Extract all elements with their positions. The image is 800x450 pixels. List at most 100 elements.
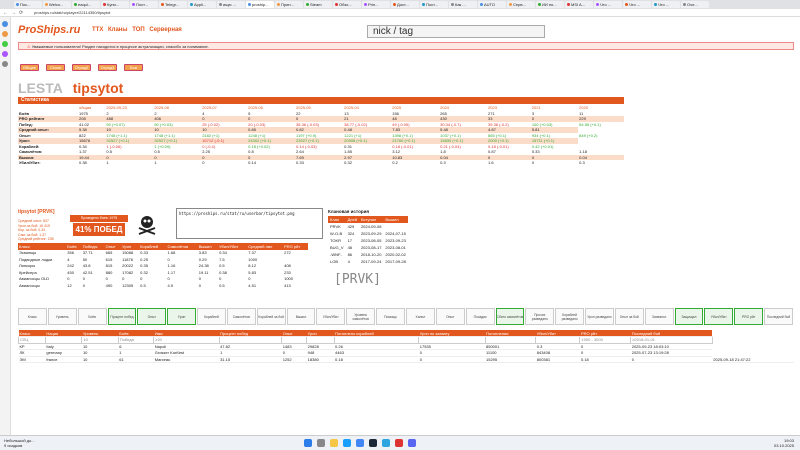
- address-bar[interactable]: proships.ru/stat/ru/player/22114350/tips…: [0, 9, 800, 17]
- browser-tab[interactable]: eaqui...: [72, 1, 100, 8]
- mode-button[interactable]: Отряд3: [98, 64, 117, 71]
- mode-button[interactable]: Сезон: [46, 64, 65, 71]
- discord-icon[interactable]: [408, 439, 416, 447]
- column-filter-toggle[interactable]: Выжил: [286, 308, 316, 325]
- system-clock[interactable]: 19:03 03.10.2025: [774, 438, 794, 448]
- column-filter-toggle[interactable]: Урон разведано: [585, 308, 614, 325]
- browser-tab[interactable]: Что ...: [623, 1, 651, 8]
- ships-filter-input[interactable]: 10: [81, 336, 119, 344]
- userbar-url-field[interactable]: https://proships.ru/stat/ru/userbar/tips…: [176, 208, 323, 239]
- clan-header[interactable]: Клан: [328, 216, 346, 223]
- browser-tab[interactable]: Оче...: [681, 1, 709, 8]
- search-input[interactable]: nick / tag: [367, 25, 545, 38]
- sidebar-app-icon[interactable]: [2, 31, 8, 37]
- ships-filter-input[interactable]: ≥2018-01-01: [630, 336, 713, 344]
- column-filter-toggle[interactable]: Самолётов: [226, 308, 256, 325]
- class-header[interactable]: Кораблей: [139, 243, 167, 250]
- class-header[interactable]: PRO рйт: [283, 243, 308, 250]
- column-filter-toggle[interactable]: Сбито самолётов: [495, 308, 525, 325]
- explorer-icon[interactable]: [330, 439, 338, 447]
- weather-widget[interactable]: Небольшой до... 9 осадков: [4, 438, 35, 448]
- browser-tab[interactable]: Пост...: [130, 1, 158, 8]
- clan-header[interactable]: Вступил: [358, 216, 384, 223]
- browser-tab[interactable]: Дост...: [391, 1, 419, 8]
- class-header[interactable]: Убил/Убит: [218, 243, 248, 250]
- class-header[interactable]: Средний лвл: [247, 243, 284, 250]
- class-header[interactable]: Урон: [121, 243, 140, 250]
- column-filter-toggle[interactable]: Прочих разведано: [525, 308, 555, 325]
- sidebar-app-icon[interactable]: [2, 21, 8, 27]
- browser-tab[interactable]: Прин...: [275, 1, 303, 8]
- steam-icon[interactable]: [369, 439, 377, 447]
- browser-tab[interactable]: Пост...: [420, 1, 448, 8]
- browser-tab[interactable]: proship...: [246, 1, 274, 8]
- browser-tab[interactable]: Пос...: [14, 1, 42, 8]
- column-filter-toggle[interactable]: Защищал: [674, 308, 704, 325]
- column-filter-toggle[interactable]: PRO рйт: [734, 308, 764, 325]
- class-header[interactable]: Боёв: [66, 243, 82, 250]
- column-filter-toggle[interactable]: Кораблей разведано: [555, 308, 585, 325]
- column-filter-toggle[interactable]: Кораблей: [197, 308, 226, 325]
- column-filter-toggle[interactable]: Кораблей за бой: [256, 308, 286, 325]
- edge-icon[interactable]: [343, 439, 351, 447]
- column-filter-toggle[interactable]: Убил/Убит: [316, 308, 346, 325]
- ships-filter-input[interactable]: [535, 336, 581, 344]
- column-filter-toggle[interactable]: Опыт: [435, 308, 465, 325]
- column-filter-toggle[interactable]: Захватил: [644, 308, 674, 325]
- class-header[interactable]: Самолётов: [166, 243, 198, 250]
- mode-button[interactable]: Бои: [124, 64, 143, 71]
- browser-tab[interactable]: Обзо...: [333, 1, 361, 8]
- column-filter-toggle[interactable]: Уровень самолётов: [346, 308, 376, 325]
- column-filter-toggle[interactable]: Процент побед: [107, 308, 137, 325]
- mode-button[interactable]: Отряд2: [72, 64, 91, 71]
- clan-header[interactable]: Вышел: [383, 216, 408, 223]
- column-filter-toggle[interactable]: Уровень: [47, 308, 77, 325]
- browser-tab[interactable]: Telegr...: [159, 1, 187, 8]
- ships-filter-input[interactable]: ≥20: [153, 336, 220, 344]
- start-icon[interactable]: [304, 439, 312, 447]
- column-filter-toggle[interactable]: Класс: [18, 308, 47, 325]
- column-filter-toggle[interactable]: Последний бой: [764, 308, 793, 325]
- ships-filter-input[interactable]: 1000 - 3000: [579, 336, 632, 344]
- browser-tab[interactable]: ищю ...: [217, 1, 245, 8]
- column-filter-toggle[interactable]: Опыт за бой: [614, 308, 644, 325]
- browser-tab[interactable]: ИИ по...: [536, 1, 564, 8]
- chrome-icon[interactable]: [356, 439, 364, 447]
- column-filter-toggle[interactable]: Хилил: [405, 308, 435, 325]
- site-logo[interactable]: ProShips.ru: [18, 24, 81, 36]
- sidebar-app-icon[interactable]: [2, 61, 8, 67]
- browser-tab[interactable]: Prin...: [362, 1, 390, 8]
- browser-tab[interactable]: Что ...: [652, 1, 680, 8]
- column-filter-toggle[interactable]: Помощь: [376, 308, 405, 325]
- browser-tab[interactable]: Что ...: [594, 1, 622, 8]
- browser-tab[interactable]: Appli...: [188, 1, 216, 8]
- reload-icon[interactable]: ⟳: [19, 10, 24, 16]
- browser-tab[interactable]: MSI A...: [565, 1, 593, 8]
- ships-filter-input[interactable]: СЛЦ: [18, 336, 46, 344]
- column-filter-toggle[interactable]: Опыт: [137, 308, 167, 325]
- browser-tab[interactable]: Купи...: [101, 1, 129, 8]
- browser-tab[interactable]: Steam: [304, 1, 332, 8]
- site-nav[interactable]: ТТХ Кланы ТОП Серверная: [92, 27, 182, 33]
- browser-tab[interactable]: Как ...: [449, 1, 477, 8]
- class-header[interactable]: Выжил: [197, 243, 219, 250]
- class-header[interactable]: Победы: [81, 243, 105, 250]
- app-icon[interactable]: [395, 439, 403, 447]
- forward-icon[interactable]: →: [11, 10, 16, 16]
- column-filter-toggle[interactable]: Убил/Убит: [704, 308, 734, 325]
- column-filter-toggle[interactable]: Урон: [167, 308, 197, 325]
- class-header[interactable]: Класс: [18, 243, 67, 250]
- clan-header[interactable]: Дней: [345, 216, 359, 223]
- browser-tab[interactable]: AUTO: [478, 1, 506, 8]
- player-clan[interactable]: [PRVK]: [334, 272, 381, 287]
- telegram-icon[interactable]: [382, 439, 390, 447]
- ships-filter-input[interactable]: [306, 336, 335, 344]
- browser-tab[interactable]: Welco...: [43, 1, 71, 8]
- sidebar-app-icon[interactable]: [2, 51, 8, 57]
- column-filter-toggle[interactable]: Боёв: [77, 308, 107, 325]
- column-filter-toggle[interactable]: Посадки: [465, 308, 495, 325]
- search-icon[interactable]: [317, 439, 325, 447]
- browser-tab[interactable]: Серв...: [507, 1, 535, 8]
- ships-filter-input[interactable]: [418, 336, 486, 344]
- sidebar-app-icon[interactable]: [2, 41, 8, 47]
